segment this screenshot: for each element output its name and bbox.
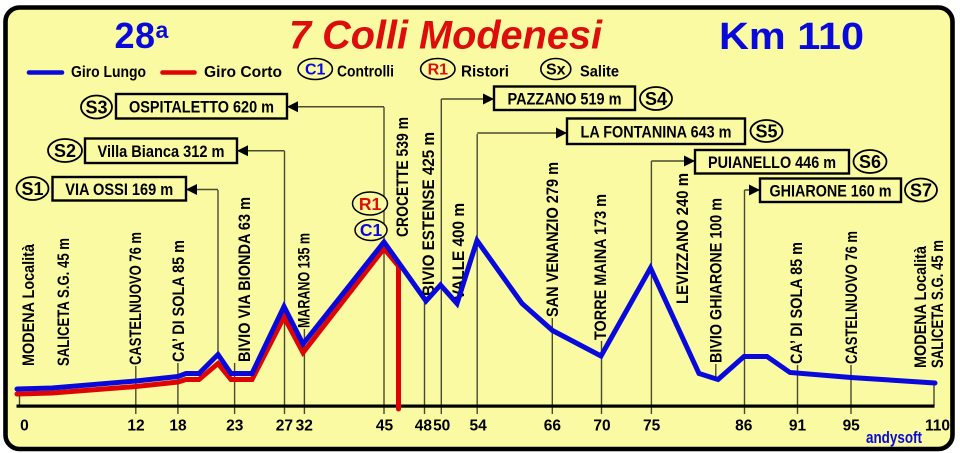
svg-text:BIVIO VIA BIONDA 63 m: BIVIO VIA BIONDA 63 m: [235, 197, 254, 362]
svg-text:MODENA Località: MODENA Località: [19, 244, 38, 366]
svg-text:Controlli: Controlli: [337, 64, 394, 81]
svg-text:S6: S6: [859, 152, 881, 172]
svg-text:32: 32: [296, 418, 313, 435]
svg-text:CA’ DI SOLA 85 m: CA’ DI SOLA 85 m: [169, 240, 188, 362]
svg-text:TORRE MAINA 173 m: TORRE MAINA 173 m: [591, 194, 610, 340]
svg-text:48: 48: [415, 418, 433, 435]
svg-text:SALICETA S.G. 45 m: SALICETA S.G. 45 m: [54, 238, 73, 366]
svg-text:SAN VENANZIO 279 m: SAN VENANZIO 279 m: [543, 162, 562, 317]
svg-text:CA’ DI SOLA 85 m: CA’ DI SOLA 85 m: [787, 242, 806, 364]
svg-text:C1: C1: [305, 62, 326, 79]
svg-text:Km 110: Km 110: [719, 16, 864, 58]
svg-text:VALLE 400 m: VALLE 400 m: [449, 203, 468, 300]
svg-text:S7: S7: [910, 181, 932, 201]
svg-text:CASTELNUOVO 76 m: CASTELNUOVO 76 m: [126, 232, 145, 365]
svg-text:BIVIO GHIARONE 100 m: BIVIO GHIARONE 100 m: [706, 198, 725, 363]
svg-text:VIA OSSI 169 m: VIA OSSI 169 m: [65, 180, 173, 199]
svg-text:MODENA Località: MODENA Località: [911, 246, 930, 368]
svg-text:PAZZANO 519 m: PAZZANO 519 m: [508, 89, 622, 108]
svg-text:OSPITALETTO 620 m: OSPITALETTO 620 m: [129, 97, 274, 116]
svg-text:45: 45: [376, 418, 394, 435]
svg-text:12: 12: [127, 418, 144, 435]
svg-text:Ristori: Ristori: [461, 64, 509, 81]
svg-text:7 Colli Modenesi: 7 Colli Modenesi: [289, 14, 603, 58]
svg-text:70: 70: [593, 418, 610, 435]
svg-text:Giro Corto: Giro Corto: [204, 64, 282, 81]
svg-text:27: 27: [276, 418, 293, 435]
svg-text:CASTELNUOVO 76 m: CASTELNUOVO 76 m: [842, 231, 861, 364]
svg-text:54: 54: [469, 418, 487, 435]
svg-text:R1: R1: [428, 62, 449, 79]
svg-text:91: 91: [789, 418, 807, 435]
svg-text:18: 18: [169, 418, 187, 435]
svg-text:BIVIO ESTENSE 425 m: BIVIO ESTENSE 425 m: [419, 132, 438, 296]
svg-text:95: 95: [843, 418, 861, 435]
svg-text:C1: C1: [360, 220, 383, 240]
svg-text:MARANO 135 m: MARANO 135 m: [294, 233, 313, 328]
svg-text:66: 66: [544, 418, 562, 435]
svg-text:23: 23: [226, 418, 244, 435]
svg-text:LA FONTANINA 643 m: LA FONTANINA 643 m: [581, 122, 732, 141]
svg-text:andysoft: andysoft: [866, 428, 922, 447]
svg-text:CROCETTE 539 m: CROCETTE 539 m: [393, 117, 412, 237]
svg-text:S1: S1: [22, 179, 44, 199]
svg-text:Giro Lungo: Giro Lungo: [71, 64, 146, 81]
svg-text:S5: S5: [756, 122, 778, 142]
svg-text:R1: R1: [359, 194, 382, 214]
svg-text:S4: S4: [645, 89, 667, 109]
svg-text:S3: S3: [86, 98, 108, 118]
svg-text:GHIARONE 160 m: GHIARONE 160 m: [770, 181, 892, 200]
svg-text:110: 110: [925, 418, 950, 435]
svg-text:75: 75: [643, 418, 661, 435]
svg-text:PUIANELLO 446 m: PUIANELLO 446 m: [708, 153, 836, 172]
svg-text:Villa Bianca 312 m: Villa Bianca 312 m: [98, 142, 225, 161]
svg-text:Salite: Salite: [580, 64, 619, 81]
svg-text:50: 50: [433, 418, 450, 435]
svg-text:0: 0: [20, 418, 29, 435]
svg-text:LEVIZZANO 240 m: LEVIZZANO 240 m: [673, 173, 692, 304]
svg-text:S2: S2: [54, 141, 76, 161]
svg-text:86: 86: [735, 418, 753, 435]
svg-text:SALICETA S.G. 45 m: SALICETA S.G. 45 m: [928, 240, 947, 368]
svg-text:Sx: Sx: [546, 62, 566, 79]
